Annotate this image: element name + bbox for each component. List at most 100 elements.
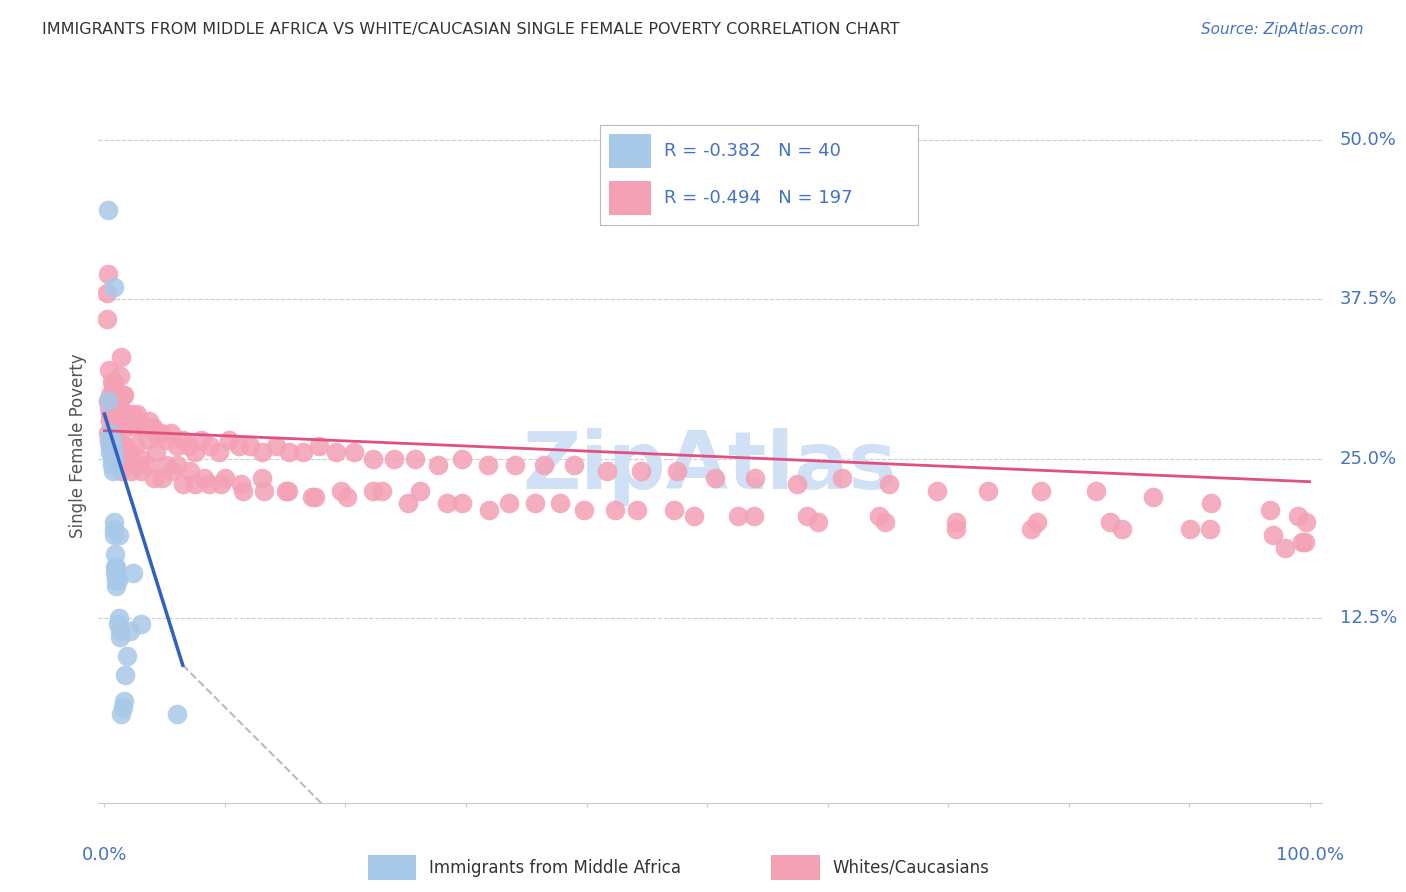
Point	[523, 496, 546, 510]
Point	[404, 451, 426, 466]
Point	[214, 471, 236, 485]
Point	[875, 516, 897, 530]
Point	[104, 388, 127, 402]
Point	[200, 439, 222, 453]
Point	[97, 203, 120, 218]
Point	[100, 388, 122, 402]
Point	[1019, 522, 1042, 536]
Point	[100, 407, 122, 421]
Bar	[367, 855, 416, 880]
Point	[118, 624, 141, 638]
Point	[100, 445, 122, 459]
Point	[101, 449, 124, 463]
Point	[209, 477, 232, 491]
Point	[1198, 522, 1220, 536]
Point	[101, 394, 124, 409]
Point	[682, 509, 704, 524]
Point	[100, 407, 122, 421]
Point	[100, 445, 122, 459]
Point	[122, 566, 145, 581]
Point	[1291, 534, 1313, 549]
Text: ZipAtlas: ZipAtlas	[523, 428, 897, 507]
Point	[134, 420, 156, 434]
Point	[665, 465, 688, 479]
Point	[361, 483, 384, 498]
Point	[117, 413, 139, 427]
Point	[117, 649, 139, 664]
Point	[382, 451, 405, 466]
Point	[105, 573, 128, 587]
Point	[945, 516, 967, 530]
Point	[121, 407, 143, 421]
Point	[498, 496, 520, 510]
Point	[107, 433, 129, 447]
Point	[228, 439, 250, 453]
Text: Source: ZipAtlas.com: Source: ZipAtlas.com	[1201, 22, 1364, 37]
Point	[128, 413, 150, 427]
Point	[110, 426, 132, 441]
Point	[108, 611, 131, 625]
Point	[166, 706, 188, 721]
Point	[301, 490, 323, 504]
Point	[129, 617, 152, 632]
Point	[325, 445, 347, 459]
Point	[1180, 522, 1202, 536]
Text: 37.5%: 37.5%	[1340, 291, 1398, 309]
Point	[304, 490, 326, 504]
Point	[101, 442, 124, 456]
Point	[193, 471, 215, 485]
Point	[329, 483, 352, 498]
Point	[108, 528, 131, 542]
Point	[786, 477, 808, 491]
Point	[177, 439, 200, 453]
Point	[98, 401, 121, 415]
Point	[103, 451, 125, 466]
Text: 25.0%: 25.0%	[1340, 450, 1398, 467]
Point	[138, 413, 160, 427]
Point	[796, 509, 818, 524]
Point	[184, 477, 207, 491]
Point	[1085, 483, 1108, 498]
Point	[744, 471, 766, 485]
Point	[605, 502, 627, 516]
Point	[626, 502, 648, 516]
Point	[104, 445, 127, 459]
Point	[117, 407, 139, 421]
Point	[831, 471, 853, 485]
Point	[1294, 534, 1316, 549]
Point	[1274, 541, 1296, 555]
Point	[427, 458, 450, 472]
Point	[96, 286, 118, 301]
Point	[110, 706, 132, 721]
Point	[343, 445, 366, 459]
Point	[742, 509, 765, 524]
Point	[97, 394, 120, 409]
Point	[877, 477, 900, 491]
Point	[276, 483, 298, 498]
Point	[478, 502, 501, 516]
Point	[1142, 490, 1164, 504]
Text: 100.0%: 100.0%	[1275, 846, 1344, 863]
Point	[451, 451, 474, 466]
Point	[129, 465, 152, 479]
Point	[114, 407, 136, 421]
Point	[100, 413, 122, 427]
Point	[105, 394, 128, 409]
Point	[727, 509, 749, 524]
Y-axis label: Single Female Poverty: Single Female Poverty	[69, 354, 87, 538]
Point	[184, 445, 207, 459]
Point	[101, 454, 124, 468]
Point	[104, 560, 127, 574]
Point	[172, 433, 194, 447]
Text: 12.5%: 12.5%	[1340, 609, 1398, 627]
Point	[124, 420, 146, 434]
Point	[125, 458, 148, 472]
Point	[108, 624, 131, 638]
Point	[125, 407, 148, 421]
Point	[630, 465, 652, 479]
Point	[104, 407, 127, 421]
Point	[868, 509, 890, 524]
Point	[101, 426, 124, 441]
Point	[336, 490, 359, 504]
Point	[277, 483, 299, 498]
